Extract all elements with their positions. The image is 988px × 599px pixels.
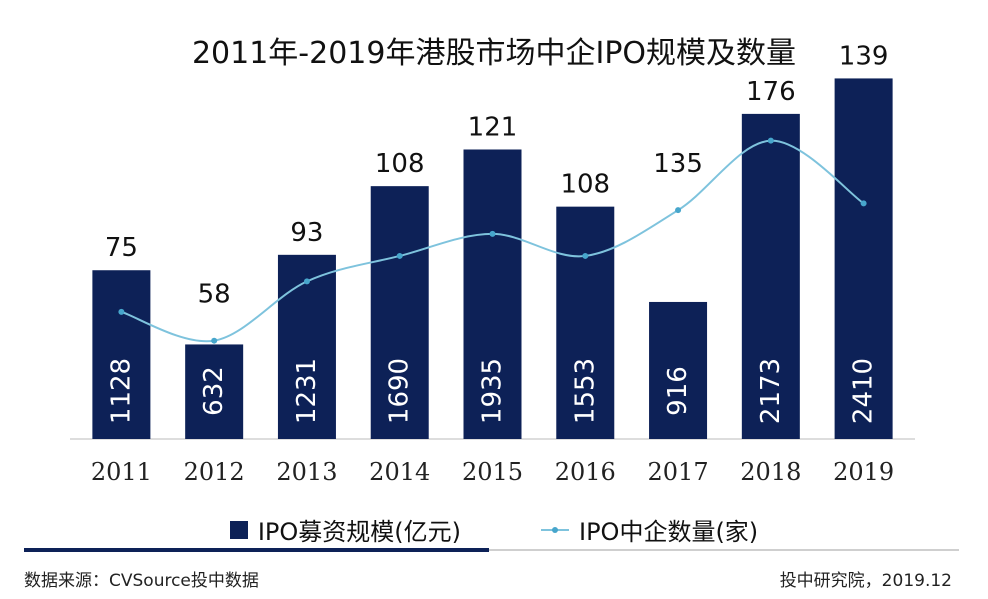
bar-2014 bbox=[370, 186, 429, 439]
bar-2012 bbox=[185, 344, 244, 439]
count-value-label: 139 bbox=[839, 41, 889, 71]
bar-value-label: 1553 bbox=[570, 358, 600, 424]
count-value-label: 58 bbox=[198, 280, 231, 310]
bar-2013 bbox=[277, 254, 336, 439]
bar-value-label: 2410 bbox=[849, 358, 879, 424]
bar-2011 bbox=[92, 270, 151, 439]
legend-bar-swatch bbox=[229, 520, 248, 539]
source-note: 数据来源：CVSource投中数据 bbox=[24, 571, 259, 591]
x-tick-label: 2016 bbox=[555, 458, 616, 486]
legend-bar-label: IPO募资规模(亿元) bbox=[257, 518, 461, 546]
line-point-2015 bbox=[489, 230, 496, 237]
line-point-2013 bbox=[303, 278, 310, 285]
line-point-2019 bbox=[860, 200, 867, 207]
x-tick-label: 2013 bbox=[276, 458, 337, 486]
legend: IPO募资规模(亿元) IPO中企数量(家) bbox=[0, 512, 988, 547]
count-value-label: 121 bbox=[468, 112, 518, 142]
count-value-label: 176 bbox=[746, 77, 796, 107]
line-point-2014 bbox=[396, 252, 403, 259]
count-value-label: 93 bbox=[290, 218, 323, 248]
bar-value-label: 1128 bbox=[106, 358, 136, 424]
footer-divider-accent bbox=[24, 548, 489, 552]
legend-item-bar: IPO募资规模(亿元) bbox=[229, 512, 461, 547]
x-tick-label: 2017 bbox=[648, 458, 709, 486]
bar-value-label: 1231 bbox=[292, 358, 322, 424]
legend-item-line: IPO中企数量(家) bbox=[541, 512, 758, 547]
bar-value-label: 1935 bbox=[478, 358, 508, 424]
count-value-label: 108 bbox=[560, 170, 610, 200]
footer-divider bbox=[489, 549, 959, 551]
x-tick-label: 2012 bbox=[184, 458, 245, 486]
bar-value-label: 632 bbox=[199, 366, 229, 416]
bar-2015 bbox=[463, 149, 522, 439]
bar-2019 bbox=[834, 78, 893, 439]
legend-line-swatch bbox=[541, 521, 569, 539]
line-point-2017 bbox=[675, 207, 682, 214]
bar-value-label: 2173 bbox=[756, 358, 786, 424]
x-tick-label: 2018 bbox=[740, 458, 801, 486]
count-value-label: 75 bbox=[105, 233, 138, 263]
x-tick-label: 2011 bbox=[91, 458, 152, 486]
legend-line-label: IPO中企数量(家) bbox=[579, 518, 759, 546]
x-tick-label: 2019 bbox=[833, 458, 894, 486]
bar-2017 bbox=[649, 301, 708, 439]
count-value-label: 135 bbox=[653, 149, 703, 179]
line-point-2012 bbox=[211, 337, 218, 344]
count-value-label: 108 bbox=[375, 149, 425, 179]
line-point-2016 bbox=[582, 252, 589, 259]
credit-note: 投中研究院，2019.12 bbox=[779, 571, 952, 591]
line-point-2018 bbox=[767, 137, 774, 144]
bar-2016 bbox=[556, 206, 615, 439]
chart-title: 2011年-2019年港股市场中企IPO规模及数量 bbox=[191, 36, 797, 71]
ipo-count-line bbox=[121, 139, 865, 343]
line-point-2011 bbox=[118, 308, 125, 315]
x-tick-label: 2015 bbox=[462, 458, 523, 486]
bar-2018 bbox=[741, 113, 800, 439]
bar-value-label: 916 bbox=[663, 366, 693, 416]
x-tick-label: 2014 bbox=[369, 458, 430, 486]
bar-value-label: 1690 bbox=[385, 358, 415, 424]
